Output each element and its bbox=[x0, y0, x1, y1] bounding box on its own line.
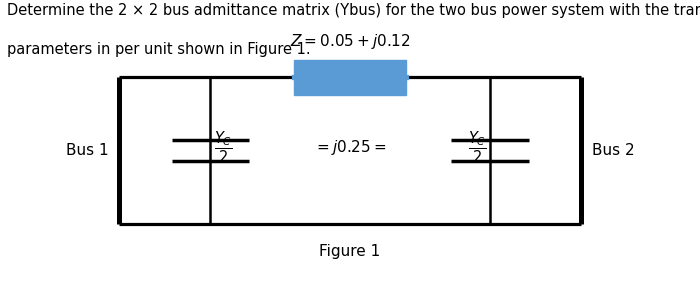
Text: $\dfrac{Y_C}{2}$: $\dfrac{Y_C}{2}$ bbox=[214, 130, 232, 165]
Text: Bus 2: Bus 2 bbox=[592, 143, 634, 158]
Text: $= j0.25 =$: $= j0.25 =$ bbox=[314, 138, 386, 157]
Text: Bus 1: Bus 1 bbox=[66, 143, 108, 158]
Text: $Z = 0.05 + j0.12$: $Z = 0.05 + j0.12$ bbox=[290, 32, 410, 51]
Text: $\dfrac{Y_C}{2}$: $\dfrac{Y_C}{2}$ bbox=[468, 130, 486, 165]
Text: Figure 1: Figure 1 bbox=[319, 244, 381, 259]
Text: Determine the 2 × 2 bus admittance matrix (Ybus) for the two bus power system wi: Determine the 2 × 2 bus admittance matri… bbox=[7, 3, 700, 18]
Bar bbox=[294, 60, 406, 95]
Text: parameters in per unit shown in Figure 1.: parameters in per unit shown in Figure 1… bbox=[7, 42, 311, 57]
